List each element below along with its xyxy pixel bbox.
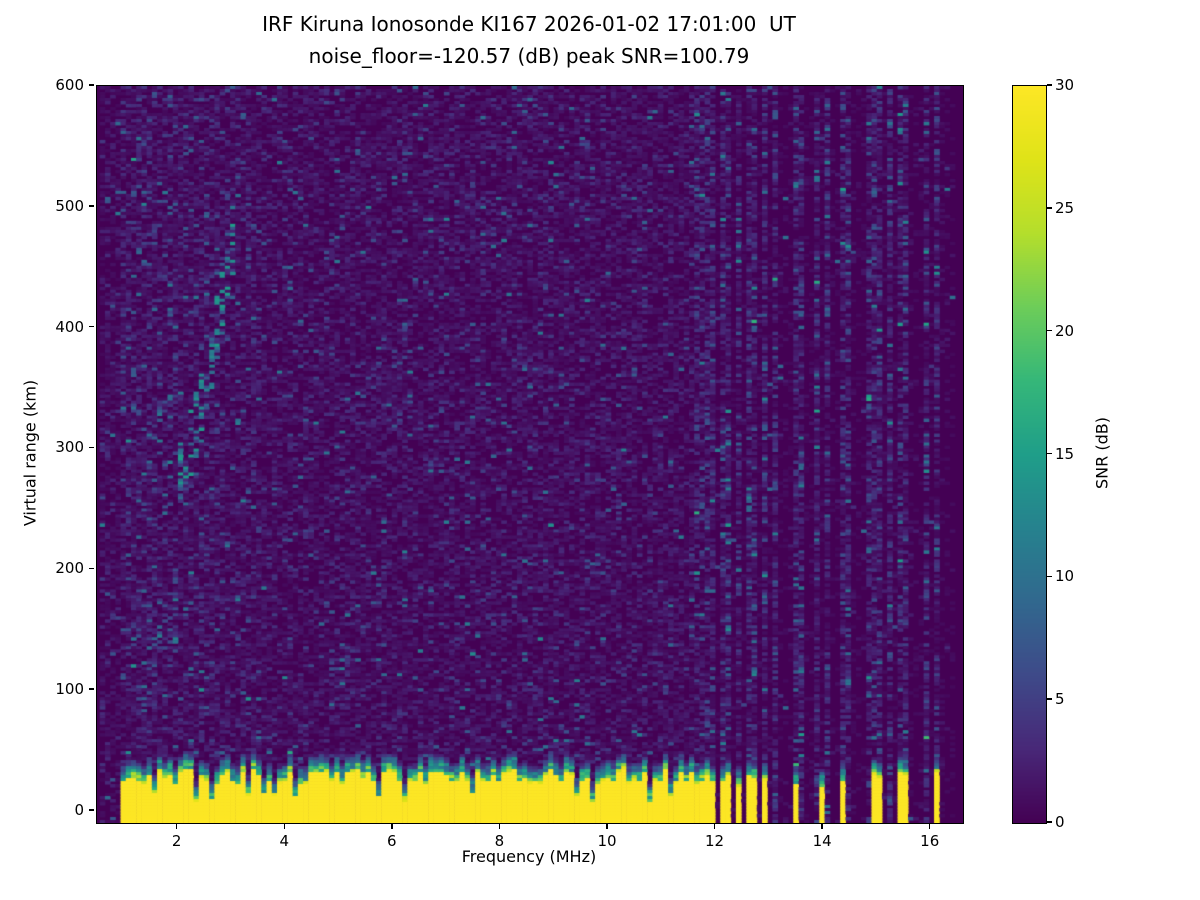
colorbar-tick-label: 20 [1055, 321, 1075, 340]
colorbar-tick-label: 10 [1055, 567, 1075, 586]
x-axis-label: Frequency (MHz) [461, 847, 597, 866]
y-tick-label: 200 [55, 559, 84, 578]
x-tick-mark [175, 824, 178, 829]
colorbar-tick-mark [1047, 207, 1052, 209]
colorbar-tick-label: 15 [1055, 444, 1075, 463]
x-tick-mark [713, 824, 716, 829]
plot-area [96, 85, 964, 824]
y-tick-mark [89, 325, 94, 328]
x-tick-mark [821, 824, 823, 829]
x-tick-label: 2 [171, 832, 182, 850]
x-tick-label: 14 [812, 832, 832, 850]
y-tick-mark [89, 567, 94, 570]
colorbar-tick-label: 25 [1055, 198, 1075, 217]
x-tick-mark [928, 824, 931, 829]
y-tick-label: 500 [55, 196, 84, 215]
y-tick-label: 100 [55, 680, 84, 699]
x-tick-mark [606, 824, 608, 829]
colorbar-tick-mark [1047, 575, 1052, 578]
y-tick-mark [89, 809, 94, 811]
y-tick-label: 400 [55, 317, 84, 336]
colorbar-tick-mark [1047, 329, 1052, 332]
chart-title: IRF Kiruna Ionosonde KI167 2026-01-02 17… [262, 12, 796, 36]
colorbar-canvas [1013, 86, 1046, 823]
colorbar [1012, 85, 1047, 824]
y-tick-label: 600 [55, 76, 84, 94]
x-tick-label: 4 [279, 832, 290, 850]
y-axis-label: Virtual range (km) [20, 379, 40, 527]
colorbar-tick-mark [1047, 84, 1052, 86]
x-tick-label: 6 [387, 832, 397, 850]
colorbar-tick-mark [1047, 698, 1052, 700]
ionogram-canvas [97, 86, 963, 823]
x-tick-mark [391, 824, 393, 829]
x-tick-label: 12 [705, 832, 725, 850]
y-tick-mark [89, 205, 94, 207]
colorbar-tick-mark [1047, 821, 1052, 823]
x-tick-mark [283, 824, 285, 829]
y-tick-label: 0 [74, 800, 84, 819]
colorbar-tick-label: 30 [1055, 76, 1075, 94]
colorbar-tick-mark [1047, 452, 1052, 455]
colorbar-tick-label: 0 [1055, 813, 1065, 831]
x-tick-mark [498, 824, 501, 829]
x-tick-label: 10 [597, 832, 617, 850]
chart-subtitle: noise_floor=-120.57 (dB) peak SNR=100.79 [308, 44, 750, 68]
x-tick-label: 16 [920, 832, 940, 850]
y-tick-mark [89, 84, 94, 86]
y-tick-mark [89, 688, 94, 690]
y-tick-label: 300 [55, 438, 84, 457]
x-tick-label: 8 [494, 832, 505, 850]
y-tick-mark [89, 446, 94, 449]
colorbar-tick-label: 5 [1055, 690, 1065, 709]
colorbar-label: SNR (dB) [1092, 417, 1112, 489]
